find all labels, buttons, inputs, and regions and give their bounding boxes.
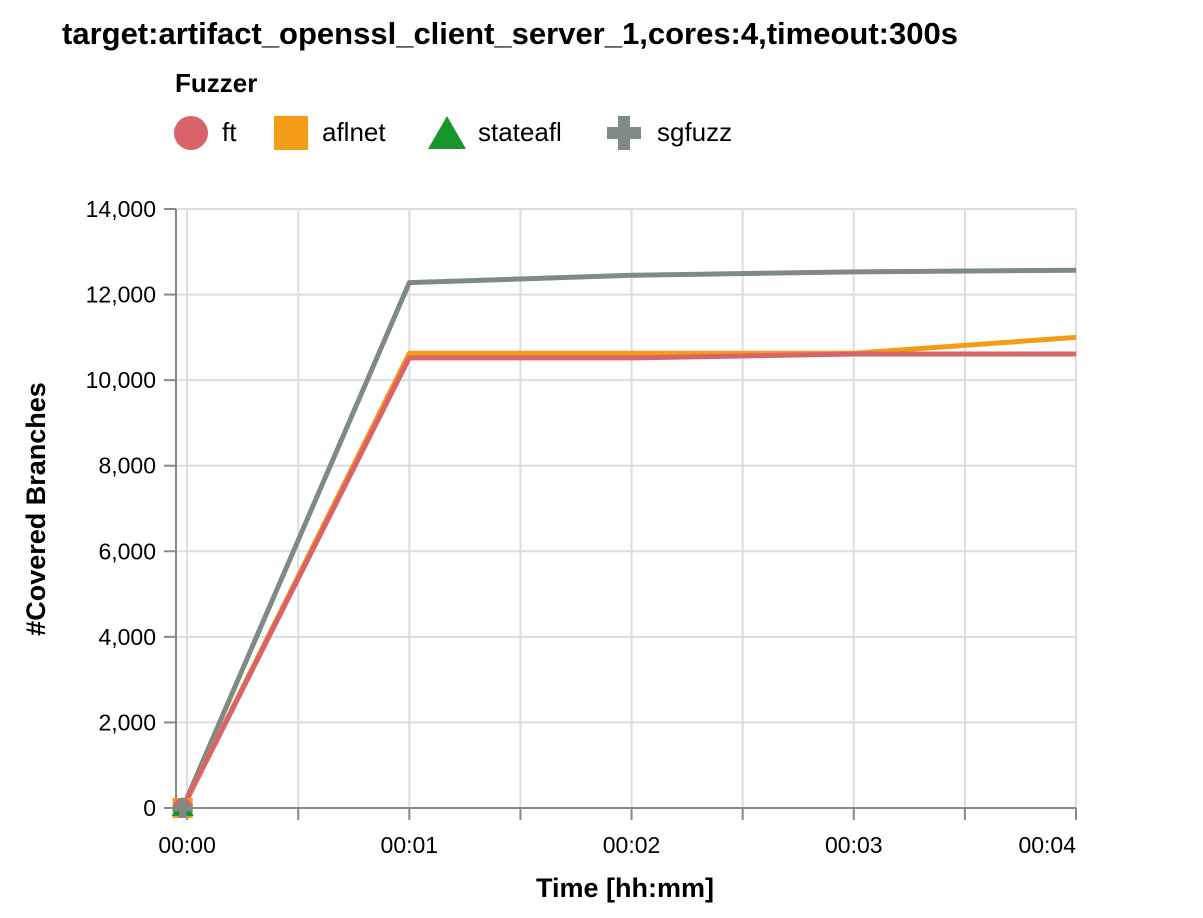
y-tick-label: 2,000 <box>98 709 156 735</box>
y-tick-label: 14,000 <box>86 196 156 222</box>
x-tick-label: 00:02 <box>603 832 661 858</box>
chart-title: target:artifact_openssl_client_server_1,… <box>62 16 958 51</box>
axes: 0 2,000 4,000 6,000 8,000 10,000 12,000 14,000 0… <box>86 196 1077 858</box>
x-tick-label: 00:04 <box>1018 832 1076 858</box>
series-line-sgfuzz <box>180 267 1077 809</box>
series-line-ft <box>180 351 1076 810</box>
legend-circle-icon <box>174 116 208 150</box>
legend-item-stateafl: stateafl <box>428 116 562 149</box>
legend-item-aflnet: aflnet <box>274 116 386 150</box>
y-tick-label: 8,000 <box>98 453 156 479</box>
y-tick-label: 0 <box>143 795 156 821</box>
x-tick-label: 00:00 <box>158 832 216 858</box>
legend-label-stateafl: stateafl <box>478 117 562 147</box>
grid <box>176 208 1077 809</box>
legend-triangle-icon <box>428 116 466 149</box>
legend-cross-icon <box>607 116 641 150</box>
legend-square-icon <box>274 116 308 150</box>
legend-item-sgfuzz: sgfuzz <box>607 116 732 150</box>
x-tick-label: 00:01 <box>381 832 439 858</box>
y-tick-label: 4,000 <box>98 624 156 650</box>
legend-label-aflnet: aflnet <box>322 117 386 147</box>
plot-area <box>171 267 1077 818</box>
y-tick-label: 12,000 <box>86 282 156 308</box>
point-marker-sgfuzz <box>172 798 193 818</box>
legend: ft aflnet stateafl sgfuzz <box>174 116 732 150</box>
legend-item-ft: ft <box>174 116 237 150</box>
legend-label-ft: ft <box>222 117 237 147</box>
x-axis-title: Time [hh:mm] <box>536 873 714 903</box>
y-tick-label: 10,000 <box>86 367 156 393</box>
legend-title: Fuzzer <box>175 68 257 98</box>
y-axis-title: #Covered Branches <box>21 382 51 636</box>
series-line-aflnet <box>180 334 1077 810</box>
x-tick-label: 00:03 <box>825 832 883 858</box>
legend-label-sgfuzz: sgfuzz <box>657 117 732 147</box>
y-tick-label: 6,000 <box>98 538 156 564</box>
